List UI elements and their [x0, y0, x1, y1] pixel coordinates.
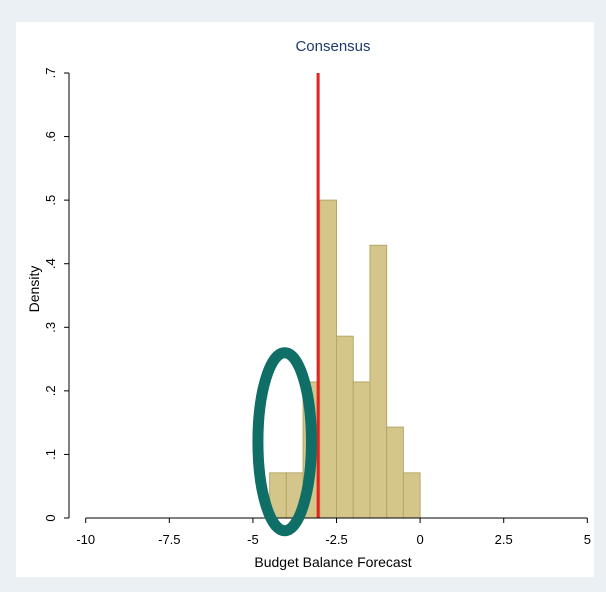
y-axis-label: Density [26, 266, 42, 313]
x-tick-label: -10 [76, 532, 95, 547]
y-tick-label: .4 [43, 258, 58, 269]
annotation-layer [252, 347, 317, 537]
chart-title: Consensus [295, 38, 370, 55]
x-tick-label: 5 [584, 532, 591, 547]
y-tick-label: .5 [43, 195, 58, 206]
y-tick-label: .7 [43, 68, 58, 79]
histogram-bar [319, 199, 338, 519]
histogram-bar [402, 472, 421, 519]
highlight-ellipse [252, 347, 317, 537]
histogram-bar [352, 381, 371, 519]
y-tick-label: 0 [43, 514, 58, 521]
x-tick-label: 2.5 [495, 532, 513, 547]
y-tick-label: .3 [43, 322, 58, 333]
x-axis-label: Budget Balance Forecast [254, 554, 411, 570]
histogram-bar [369, 244, 388, 519]
x-tick-label: -5 [247, 532, 259, 547]
y-tick-label: .6 [43, 131, 58, 142]
x-tick-label: -7.5 [158, 532, 180, 547]
y-tick-label: .1 [43, 449, 58, 460]
x-tick-label: -2.5 [325, 532, 347, 547]
histogram-bar [386, 426, 404, 519]
axes-layer: -10 -7.5 -5 -2.5 0 2.5 5 0 .1 .2 .3 .4 .5 .6 .7 [43, 68, 591, 547]
x-tick-label: 0 [416, 532, 423, 547]
y-tick-label: .2 [43, 385, 58, 396]
histogram-bar [336, 335, 354, 519]
